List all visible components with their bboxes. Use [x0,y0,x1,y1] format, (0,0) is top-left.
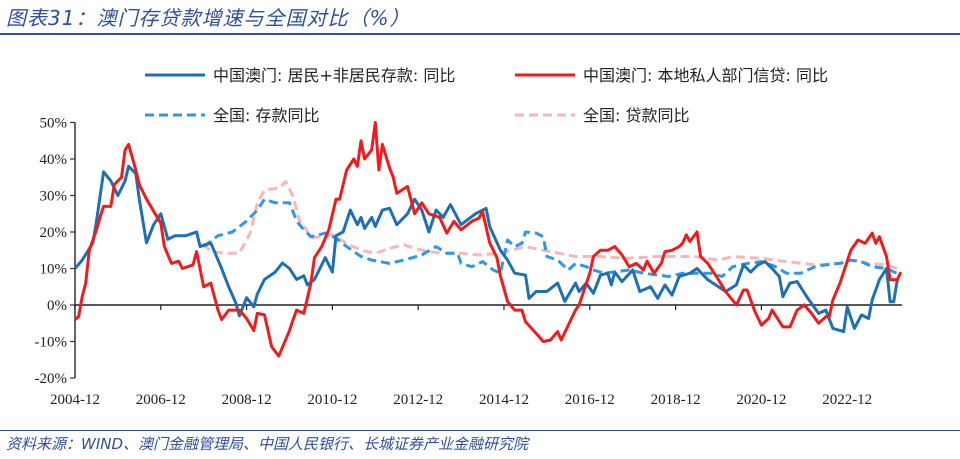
y-tick-label: -10% [35,335,68,351]
x-tick-label: 2014-12 [479,392,529,408]
chart: 中国澳门: 居民+非居民存款: 同比 中国澳门: 本地私人部门信贷: 同比全国: … [35,66,903,408]
series-line-1 [74,121,903,358]
y-tick-label: 40% [40,152,68,168]
x-tick-label: 2010-12 [307,392,357,408]
x-tick-label: 2022-12 [822,392,872,408]
legend-label-1: 中国澳门: 本地私人部门信贷: 同比 [583,66,828,85]
series-lines [73,121,903,358]
chart-title: 图表31：澳门存贷款增速与全国对比（%） [6,6,411,30]
x-tick-label: 2012-12 [393,392,443,408]
title-divider [0,33,960,35]
y-tick-label: 30% [40,189,68,205]
legend: 中国澳门: 居民+非居民存款: 同比 中国澳门: 本地私人部门信贷: 同比全国: … [145,66,828,125]
source-note: 资料来源：WIND、澳门金融管理局、中国人民银行、长城证券产业金融研究院 [6,435,529,453]
x-tick-label: 2018-12 [651,392,701,408]
y-tick-label: 50% [40,116,68,132]
x-tick-label: 2006-12 [136,392,186,408]
y-tick-label: 0% [47,298,67,314]
legend-label-3: 全国: 贷款同比 [583,106,689,125]
legend-label-2: 全国: 存款同比 [213,106,319,125]
legend-label-0: 中国澳门: 居民+非居民存款: 同比 [213,66,455,85]
series-line-2 [202,197,902,278]
y-tick-label: 10% [40,262,68,278]
y-tick-label: 20% [40,225,68,241]
x-tick-label: 2016-12 [565,392,615,408]
footer-divider [0,430,960,431]
x-tick-label: 2020-12 [736,392,786,408]
y-tick-label: -20% [35,371,68,387]
x-tick-label: 2008-12 [222,392,272,408]
series-line-0 [73,164,899,334]
axes: -20% -10% 0% 10% 20% 30% 40% 50% 2004-12 2006-12 2… [35,116,902,408]
x-tick-label: 2004-12 [50,392,100,408]
